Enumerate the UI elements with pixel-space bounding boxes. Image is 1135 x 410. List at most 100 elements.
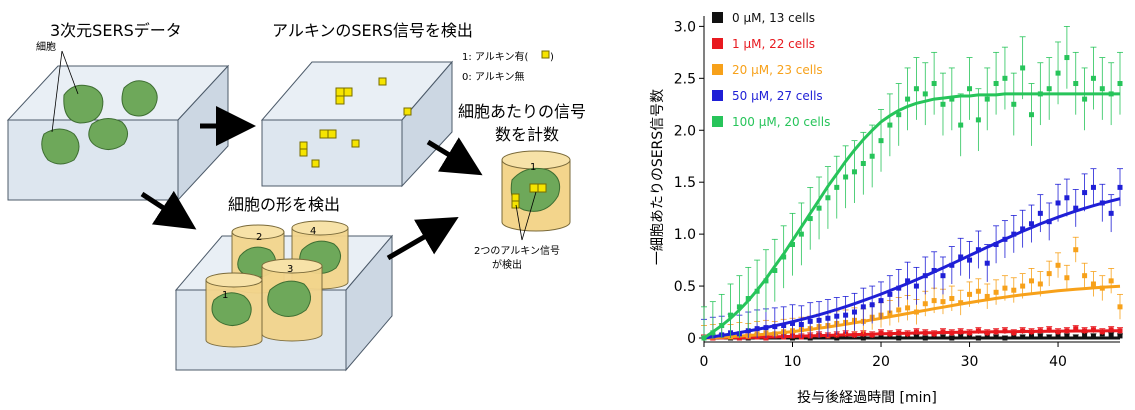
data-point [710, 330, 716, 336]
data-point [1073, 334, 1079, 340]
box-front-face-2 [261, 119, 403, 187]
data-point [860, 160, 866, 166]
data-point [1028, 278, 1034, 284]
data-point [931, 331, 937, 337]
data-point [949, 262, 955, 268]
data-point [993, 289, 999, 295]
data-point [958, 329, 964, 335]
data-point [1099, 200, 1105, 206]
data-point [790, 242, 796, 248]
data-point [1011, 231, 1017, 237]
data-point [896, 335, 902, 341]
data-point [1117, 81, 1123, 87]
data-point [1046, 271, 1052, 277]
data-point [984, 293, 990, 299]
data-point [975, 328, 981, 334]
cell-label-pointer-2 [51, 50, 63, 133]
data-point [1037, 91, 1043, 97]
data-point [701, 335, 707, 341]
data-point [1037, 328, 1043, 334]
data-point [1090, 327, 1096, 333]
data-point [940, 299, 946, 305]
data-point [1073, 326, 1079, 332]
count-cylinder-label: 1 [530, 162, 536, 173]
data-point [878, 330, 884, 336]
data-point [975, 247, 981, 253]
data-point [1055, 200, 1061, 206]
data-point [754, 326, 760, 332]
legend-swatch [712, 64, 723, 75]
data-point [1064, 275, 1070, 281]
alkyne-cube [511, 200, 520, 209]
data-point [1073, 247, 1079, 253]
data-point [940, 329, 946, 335]
data-point [967, 86, 973, 92]
data-point [931, 298, 937, 304]
caption-pointer-2 [515, 204, 523, 241]
cylinder-3-top [261, 258, 323, 274]
title-shape-detection: 細胞の形を検出 [228, 195, 340, 214]
data-point [1082, 273, 1088, 279]
cell-label-pointer-1 [61, 50, 79, 95]
data-point [896, 330, 902, 336]
data-point [851, 332, 857, 338]
shape-detection-box [174, 220, 394, 372]
data-point [1090, 184, 1096, 190]
data-point [1055, 329, 1061, 335]
y-axis-label: 一細胞あたりのSERS信号数 [650, 89, 666, 265]
title-count-line2: 数を計数 [495, 125, 559, 144]
data-point [825, 315, 831, 321]
data-point [843, 312, 849, 318]
data-point [1082, 328, 1088, 334]
data-point [922, 273, 928, 279]
data-point [993, 81, 999, 87]
data-point [887, 291, 893, 297]
data-point [975, 335, 981, 341]
arrow-shape-to-count [386, 216, 459, 261]
alkyne-cube [343, 87, 353, 97]
data-point [772, 267, 778, 273]
data-point [1117, 333, 1123, 339]
y-tick-label: 2.0 [674, 123, 696, 139]
data-point [913, 334, 919, 340]
x-axis-label: 投与後経過時間 [min] [797, 390, 937, 406]
cell-1 [63, 84, 104, 124]
data-point [958, 300, 964, 306]
arrow-data-to-shape [140, 190, 197, 230]
data-point [984, 96, 990, 102]
data-point [922, 330, 928, 336]
data-point [975, 288, 981, 294]
data-point [745, 296, 751, 302]
data-point [1011, 287, 1017, 293]
data-point [958, 122, 964, 128]
cell-2 [121, 80, 158, 117]
data-point [851, 169, 857, 175]
data-point [940, 101, 946, 107]
data-point [869, 302, 875, 308]
fit-curve [703, 197, 1121, 340]
data-point [984, 330, 990, 336]
data-point [905, 96, 911, 102]
data-point [913, 329, 919, 335]
title-alkyne-detection: アルキンのSERS信号を検出 [272, 21, 473, 40]
data-point [843, 174, 849, 180]
cylinder-4-top [291, 220, 349, 236]
y-tick-label: 0.5 [674, 279, 696, 295]
data-point [958, 333, 964, 339]
alkyne-cube [537, 183, 547, 193]
title-3d-sers-data: 3次元SERSデータ [50, 21, 182, 40]
data-point [754, 288, 760, 294]
data-point [1046, 219, 1052, 225]
data-point [905, 278, 911, 284]
legend-alkyne-present: 1: アルキン有( [462, 50, 529, 63]
title-count-line1: 細胞あたりの信号 [458, 102, 586, 121]
data-point [931, 267, 937, 273]
data-point [967, 257, 973, 263]
data-point [1011, 330, 1017, 336]
cylinder-label-3: 3 [287, 264, 293, 275]
data-point [931, 81, 937, 87]
data-point [1064, 55, 1070, 61]
data-point [745, 328, 751, 334]
cell-shape-3 [267, 280, 311, 317]
